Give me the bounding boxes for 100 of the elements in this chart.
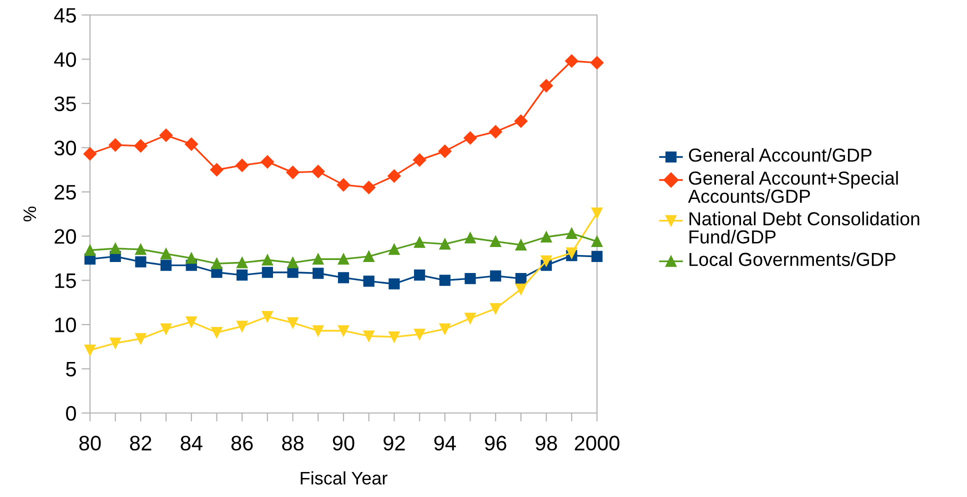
legend-label: National Debt Consolidation Fund/GDP bbox=[690, 212, 920, 244]
x-tick-label: 86 bbox=[231, 436, 253, 451]
y-tick-label: 25 bbox=[54, 184, 76, 200]
point bbox=[414, 269, 426, 281]
y-tick-label: 20 bbox=[54, 229, 76, 244]
point bbox=[414, 236, 426, 248]
point bbox=[312, 254, 324, 265]
x-tick-label: 82 bbox=[130, 436, 152, 451]
point bbox=[388, 331, 400, 342]
point bbox=[591, 236, 603, 247]
point bbox=[464, 273, 476, 284]
point bbox=[490, 270, 502, 282]
point bbox=[236, 158, 249, 172]
y-axis-title: % bbox=[23, 206, 36, 222]
point bbox=[286, 166, 300, 180]
point bbox=[363, 330, 374, 342]
point bbox=[388, 169, 401, 183]
point bbox=[210, 163, 224, 176]
x-tick-label: 88 bbox=[282, 436, 304, 451]
point bbox=[84, 244, 96, 256]
point bbox=[362, 180, 376, 194]
point bbox=[262, 254, 274, 266]
point bbox=[260, 155, 274, 168]
point bbox=[565, 54, 578, 68]
point bbox=[591, 208, 603, 219]
point bbox=[186, 316, 197, 328]
point bbox=[490, 303, 502, 314]
point bbox=[540, 255, 552, 266]
point bbox=[591, 250, 603, 262]
point bbox=[211, 326, 222, 338]
y-tick-label: 35 bbox=[54, 96, 76, 112]
point bbox=[262, 266, 274, 278]
point bbox=[412, 153, 426, 167]
point bbox=[312, 164, 325, 178]
point bbox=[414, 328, 426, 340]
point bbox=[160, 260, 172, 271]
y-tick-label: 15 bbox=[55, 274, 76, 288]
y-tick-label: 45 bbox=[54, 8, 76, 23]
point bbox=[515, 284, 527, 295]
point bbox=[236, 320, 248, 332]
x-axis-title: Fiscal Year bbox=[300, 471, 388, 485]
point bbox=[540, 79, 553, 92]
point bbox=[236, 257, 248, 268]
legend-label: Local Governments/GDP bbox=[690, 252, 896, 266]
point bbox=[83, 147, 97, 160]
point bbox=[590, 56, 604, 70]
point bbox=[388, 244, 400, 255]
point bbox=[338, 254, 350, 265]
y-tick-label: 5 bbox=[66, 362, 76, 377]
point bbox=[464, 232, 476, 244]
point bbox=[338, 272, 350, 284]
point bbox=[312, 268, 324, 279]
point bbox=[566, 247, 578, 258]
point bbox=[262, 311, 274, 322]
point bbox=[514, 114, 528, 128]
point bbox=[464, 131, 477, 145]
point bbox=[540, 231, 552, 243]
x-tick-label: 90 bbox=[332, 436, 354, 451]
point bbox=[135, 256, 146, 268]
point bbox=[439, 238, 450, 250]
point bbox=[186, 252, 197, 264]
x-tick-label: 96 bbox=[484, 436, 506, 451]
point bbox=[489, 125, 502, 138]
point bbox=[135, 244, 146, 255]
legend-label: General Account/GDP bbox=[688, 148, 872, 162]
y-tick-label: 0 bbox=[66, 406, 76, 421]
point bbox=[490, 236, 502, 247]
point bbox=[134, 139, 148, 152]
point bbox=[287, 266, 298, 278]
y-tick-label: 10 bbox=[55, 318, 76, 332]
point bbox=[211, 258, 222, 270]
point bbox=[464, 312, 476, 324]
point bbox=[388, 278, 400, 290]
point bbox=[336, 178, 350, 192]
point bbox=[363, 250, 374, 262]
point bbox=[287, 317, 298, 328]
x-tick-label: 2000 bbox=[574, 436, 620, 451]
point bbox=[110, 338, 121, 349]
x-tick-label: 92 bbox=[384, 436, 405, 451]
point bbox=[84, 344, 96, 356]
y-tick-label: 40 bbox=[54, 52, 76, 67]
x-tick-label: 84 bbox=[180, 436, 202, 451]
point bbox=[160, 323, 172, 335]
point bbox=[110, 242, 121, 254]
point bbox=[515, 239, 527, 251]
point bbox=[515, 273, 527, 284]
point bbox=[439, 274, 450, 286]
point bbox=[184, 138, 198, 151]
legend-label: General Account+Special Accounts/GDP bbox=[688, 171, 898, 203]
point bbox=[363, 276, 374, 287]
point bbox=[160, 248, 172, 260]
point bbox=[566, 228, 578, 240]
x-tick-label: 80 bbox=[79, 436, 101, 451]
point bbox=[236, 269, 248, 281]
x-tick-label: 94 bbox=[434, 436, 456, 451]
point bbox=[159, 128, 173, 142]
point bbox=[108, 138, 122, 152]
point bbox=[438, 144, 452, 158]
point bbox=[439, 323, 450, 335]
point bbox=[287, 257, 298, 268]
